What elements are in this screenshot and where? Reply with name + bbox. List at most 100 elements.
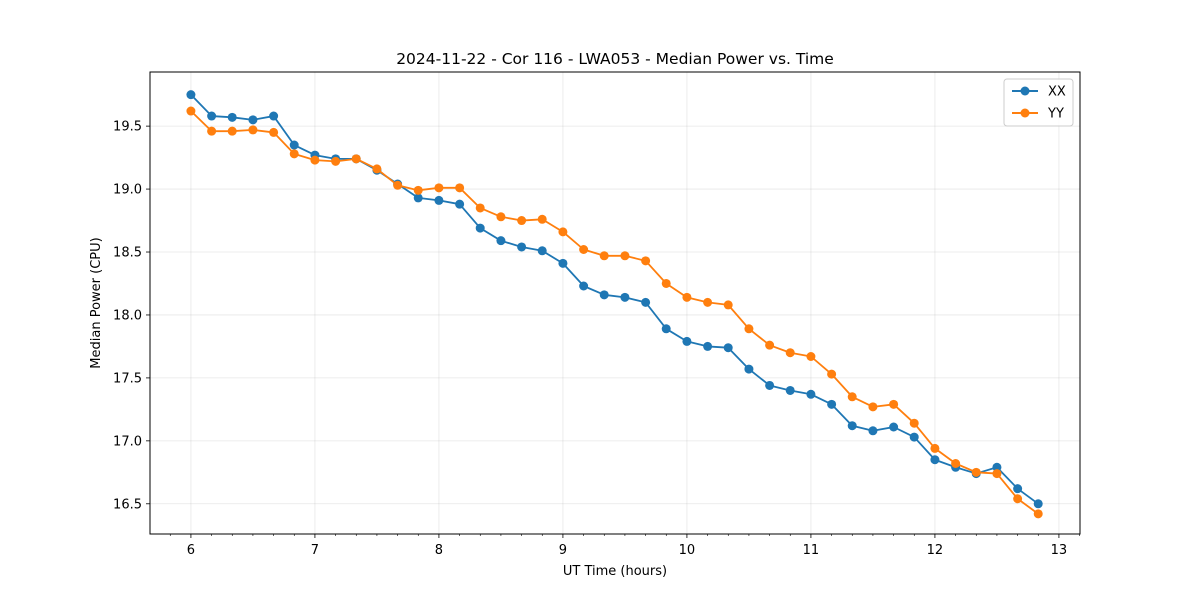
data-point-yy	[496, 212, 506, 222]
data-point-xx	[992, 462, 1002, 472]
data-point-yy	[537, 214, 547, 224]
y-tick-label: 18.0	[113, 308, 142, 323]
y-tick-label: 19.5	[113, 120, 142, 135]
data-point-xx	[269, 111, 279, 121]
data-point-xx	[868, 426, 878, 436]
data-point-yy	[393, 180, 403, 190]
data-point-xx	[765, 380, 775, 390]
data-point-xx	[207, 111, 217, 121]
data-point-yy	[310, 155, 320, 165]
data-point-xx	[517, 242, 527, 252]
y-tick-label: 17.0	[113, 434, 142, 449]
x-tick-label: 11	[803, 543, 820, 558]
data-point-yy	[289, 149, 299, 159]
data-point-xx	[558, 258, 568, 268]
data-point-xx	[579, 281, 589, 291]
data-point-xx	[455, 199, 465, 209]
data-point-yy	[992, 469, 1002, 479]
data-point-yy	[765, 340, 775, 350]
x-tick-label: 10	[679, 543, 696, 558]
data-point-yy	[248, 125, 258, 135]
data-point-yy	[455, 183, 465, 193]
data-point-yy	[847, 392, 857, 402]
data-point-xx	[909, 432, 919, 442]
legend-marker-yy	[1020, 108, 1030, 118]
axis-layer: 6 7 8 9 10 11 12 13 16.5 17.0 17.5 18.0 18.5 19.0 19.5	[113, 120, 1080, 558]
data-point-yy	[889, 399, 899, 409]
data-point-yy	[723, 300, 733, 310]
data-point-xx	[475, 223, 485, 233]
data-point-xx	[827, 399, 837, 409]
data-point-xx	[744, 364, 754, 374]
legend-label-yy: YY	[1047, 107, 1064, 122]
data-point-yy	[599, 251, 609, 261]
data-point-yy	[186, 106, 196, 116]
grid-layer	[150, 72, 1080, 534]
data-point-yy	[517, 216, 527, 226]
data-point-yy	[744, 324, 754, 334]
chart-title: 2024-11-22 - Cor 116 - LWA053 - Median P…	[396, 50, 834, 68]
legend-label-xx: XX	[1048, 85, 1066, 100]
data-point-yy	[1013, 494, 1023, 504]
x-tick-label: 7	[311, 543, 319, 558]
data-point-yy	[930, 443, 940, 453]
data-point-xx	[1013, 484, 1023, 494]
data-point-xx	[1033, 499, 1043, 509]
data-point-xx	[434, 195, 444, 205]
y-tick-label: 18.5	[113, 246, 142, 261]
data-point-xx	[723, 343, 733, 353]
data-point-xx	[413, 193, 423, 203]
x-tick-label: 13	[1051, 543, 1068, 558]
data-point-yy	[227, 126, 237, 136]
data-point-xx	[703, 341, 713, 351]
data-point-yy	[413, 185, 423, 195]
data-point-xx	[289, 140, 299, 150]
data-point-yy	[868, 402, 878, 412]
data-point-yy	[682, 292, 692, 302]
data-point-xx	[599, 290, 609, 300]
data-point-xx	[806, 389, 816, 399]
data-point-yy	[434, 183, 444, 193]
data-point-yy	[331, 156, 341, 166]
legend-marker-xx	[1020, 86, 1030, 96]
data-point-yy	[351, 154, 361, 164]
data-point-xx	[227, 112, 237, 122]
x-tick-label: 6	[187, 543, 195, 558]
data-point-yy	[971, 467, 981, 477]
data-point-xx	[496, 236, 506, 246]
data-point-xx	[661, 324, 671, 334]
data-point-yy	[661, 278, 671, 288]
data-point-xx	[930, 455, 940, 465]
data-point-xx	[186, 90, 196, 100]
x-tick-label: 9	[559, 543, 567, 558]
data-point-yy	[475, 203, 485, 213]
data-point-yy	[558, 227, 568, 237]
data-point-yy	[951, 459, 961, 469]
data-point-yy	[1033, 509, 1043, 519]
data-point-xx	[785, 385, 795, 395]
data-point-yy	[703, 297, 713, 307]
legend: XX YY	[1003, 78, 1074, 127]
x-tick-label: 12	[927, 543, 944, 558]
x-tick-label: 8	[435, 543, 443, 558]
data-point-xx	[641, 297, 651, 307]
data-point-xx	[889, 422, 899, 432]
data-point-xx	[620, 292, 630, 302]
data-point-xx	[847, 421, 857, 431]
data-point-yy	[785, 348, 795, 358]
series-layer	[186, 90, 1043, 519]
data-point-yy	[269, 127, 279, 137]
data-point-xx	[248, 115, 258, 125]
plot-frame	[149, 71, 1081, 535]
data-point-xx	[537, 246, 547, 256]
data-point-yy	[620, 251, 630, 261]
data-point-yy	[579, 244, 589, 254]
data-point-yy	[909, 418, 919, 428]
y-tick-label: 17.5	[113, 371, 142, 386]
data-point-yy	[806, 352, 816, 362]
data-point-yy	[641, 256, 651, 266]
y-tick-label: 19.0	[113, 183, 142, 198]
data-point-xx	[682, 336, 692, 346]
data-point-yy	[207, 126, 217, 136]
